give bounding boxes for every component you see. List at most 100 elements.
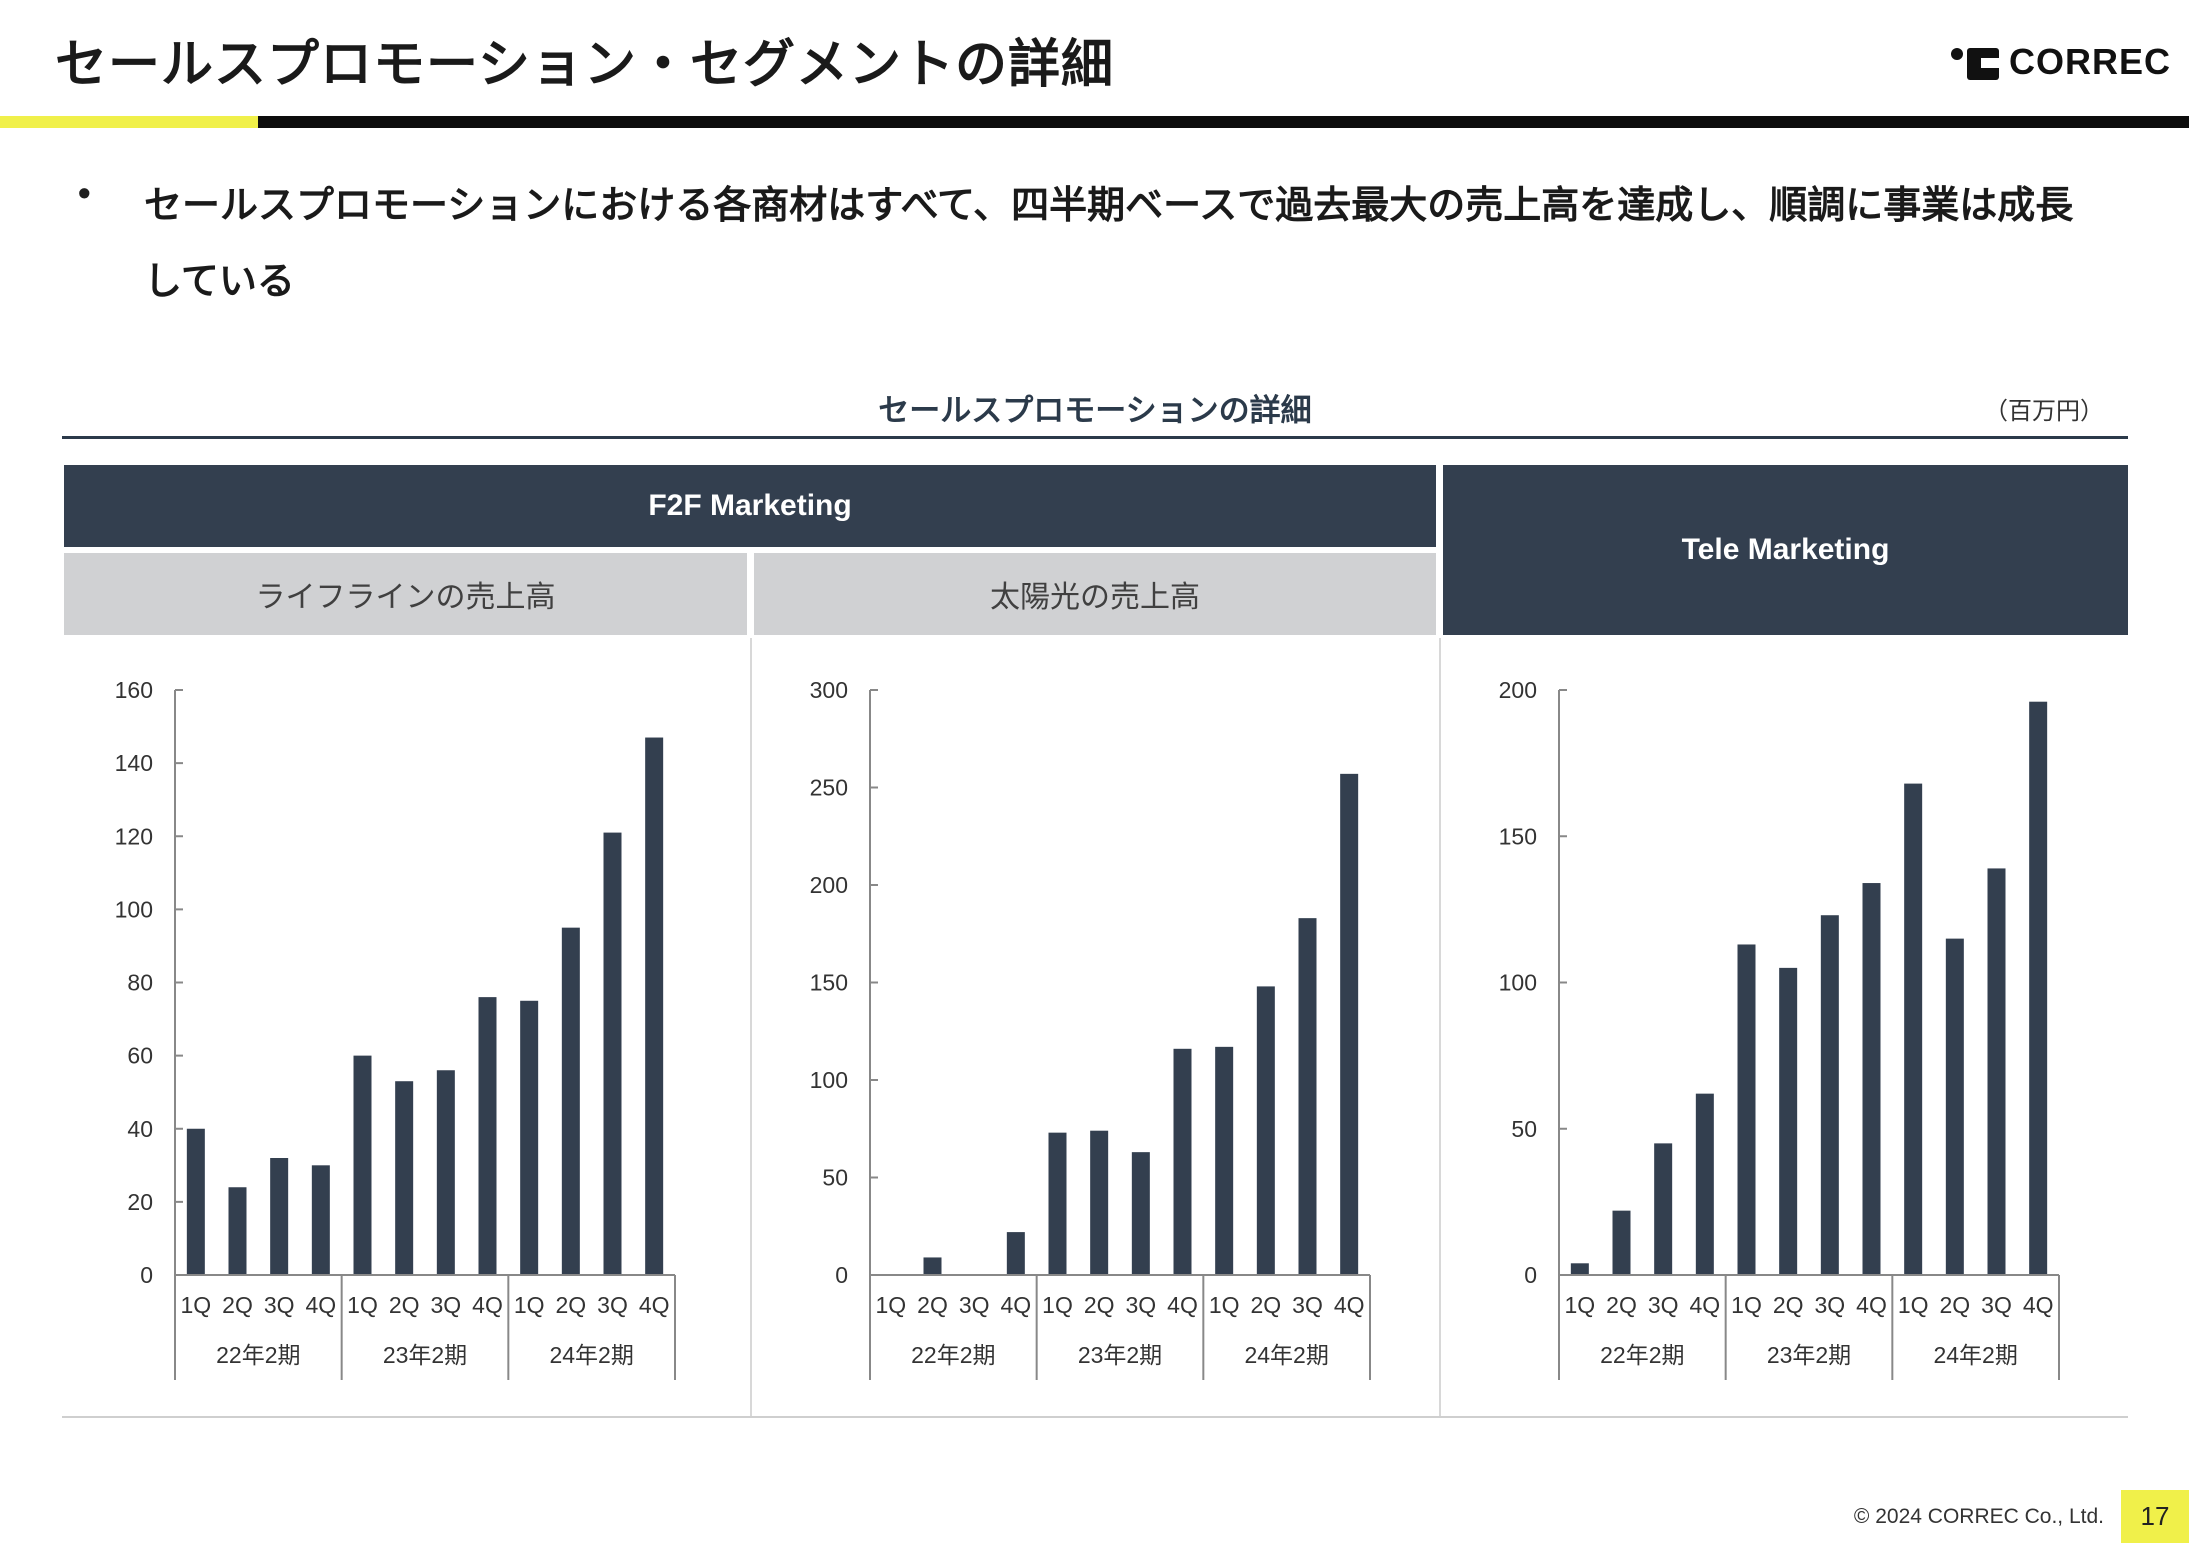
- y-tick-label: 60: [127, 1043, 153, 1069]
- x-tick-label: 3Q: [1814, 1292, 1845, 1318]
- x-tick-label: 2Q: [917, 1292, 948, 1318]
- y-tick-label: 40: [127, 1116, 153, 1142]
- y-tick-label: 140: [115, 750, 153, 776]
- solar-chart: 0 50 100 150 200 250 300 1Q 2Q 3Q 4Q 1Q 2Q 3Q 4Q 1Q 2Q 3Q…: [810, 677, 1371, 1380]
- period-label: 23年2期: [1767, 1342, 1851, 1368]
- bar: [311, 1165, 330, 1275]
- logo-text: CORREC: [2008, 41, 2171, 82]
- y-tick-label: 160: [115, 677, 153, 703]
- bullet-text: セールスプロモーションにおける各商材はすべて、四半期ベースで過去最大の売上高を達…: [144, 185, 2074, 303]
- bar: [1215, 1046, 1234, 1275]
- y-tick-label: 150: [810, 970, 848, 996]
- x-tick-label: 4Q: [305, 1292, 336, 1318]
- bar: [1570, 1263, 1589, 1275]
- x-tick-label: 1Q: [347, 1292, 378, 1318]
- x-tick-label: 2Q: [222, 1292, 253, 1318]
- bar: [1006, 1232, 1025, 1275]
- period-label: 24年2期: [1933, 1342, 2017, 1368]
- page-number: 17: [2121, 1490, 2189, 1543]
- y-tick-label: 120: [115, 823, 153, 849]
- y-tick-label: 50: [822, 1165, 848, 1191]
- x-tick-label: 2Q: [1606, 1292, 1637, 1318]
- period-label: 22年2期: [216, 1342, 300, 1368]
- x-tick-label: 4Q: [1689, 1292, 1720, 1318]
- y-tick-label: 150: [1499, 823, 1537, 849]
- bottom-rule: [62, 1416, 2128, 1418]
- x-tick-label: 1Q: [1209, 1292, 1240, 1318]
- x-tick-label: 3Q: [1125, 1292, 1156, 1318]
- x-tick-label: 4Q: [1000, 1292, 1031, 1318]
- bar: [561, 927, 580, 1275]
- bar: [1298, 918, 1317, 1275]
- y-tick-label: 300: [810, 677, 848, 703]
- section-title: セールスプロモーションの詳細: [878, 393, 1312, 428]
- y-tick-label: 200: [1499, 677, 1537, 703]
- bar: [1945, 938, 1964, 1275]
- bar: [1256, 986, 1275, 1275]
- bar: [1090, 1130, 1109, 1275]
- section-rule: [62, 436, 2128, 439]
- bar: [1987, 868, 2006, 1275]
- bar: [1862, 883, 1881, 1275]
- bar: [1904, 783, 1923, 1275]
- bullet-marker: •: [78, 172, 91, 213]
- period-label: 24年2期: [549, 1342, 633, 1368]
- y-tick-label: 0: [835, 1262, 848, 1288]
- period-label: 22年2期: [911, 1342, 995, 1368]
- bar: [353, 1055, 372, 1275]
- x-tick-label: 2Q: [389, 1292, 420, 1318]
- lifeline-header: ライフラインの売上高: [64, 553, 747, 635]
- bar: [1612, 1210, 1631, 1275]
- x-tick-label: 4Q: [1856, 1292, 1887, 1318]
- bar: [1173, 1048, 1192, 1275]
- x-tick-label: 1Q: [514, 1292, 545, 1318]
- x-tick-label: 4Q: [1167, 1292, 1198, 1318]
- x-tick-label: 2Q: [1939, 1292, 1970, 1318]
- bar: [2029, 701, 2048, 1275]
- bar: [520, 1000, 539, 1275]
- copyright: © 2024 CORREC Co., Ltd.: [1853, 1505, 2104, 1528]
- header-accent-yellow: [0, 116, 258, 128]
- x-tick-label: 1Q: [1731, 1292, 1762, 1318]
- x-tick-label: 4Q: [639, 1292, 670, 1318]
- y-tick-label: 80: [127, 970, 153, 996]
- x-tick-label: 1Q: [1898, 1292, 1929, 1318]
- x-tick-label: 1Q: [875, 1292, 906, 1318]
- solar-header: 太陽光の売上高: [754, 553, 1436, 635]
- bar: [1654, 1143, 1673, 1275]
- bar: [1695, 1093, 1714, 1275]
- unit-label: （百万円）: [1984, 398, 2104, 425]
- page-title: セールスプロモーション・セグメントの詳細: [55, 36, 1114, 94]
- logo: CORREC: [1950, 41, 2171, 82]
- tele-header: Tele Marketing: [1443, 465, 2128, 635]
- bar: [478, 997, 497, 1275]
- y-tick-label: 250: [810, 775, 848, 801]
- y-tick-label: 20: [127, 1189, 153, 1215]
- bar: [228, 1187, 247, 1275]
- bar: [1820, 915, 1839, 1275]
- period-label: 23年2期: [383, 1342, 467, 1368]
- correc-logo-icon: [1950, 44, 1999, 80]
- bar: [436, 1070, 455, 1275]
- x-tick-label: 3Q: [959, 1292, 990, 1318]
- bar: [186, 1128, 205, 1275]
- bar: [1048, 1132, 1067, 1275]
- y-tick-label: 0: [1524, 1262, 1537, 1288]
- x-tick-label: 3Q: [597, 1292, 628, 1318]
- y-tick-label: 200: [810, 872, 848, 898]
- x-tick-label: 2Q: [1084, 1292, 1115, 1318]
- bar: [1779, 967, 1798, 1275]
- x-tick-label: 1Q: [1564, 1292, 1595, 1318]
- bar: [1340, 773, 1359, 1275]
- y-tick-label: 50: [1511, 1116, 1537, 1142]
- x-tick-label: 2Q: [1773, 1292, 1804, 1318]
- bar: [395, 1081, 414, 1275]
- y-tick-label: 100: [810, 1067, 848, 1093]
- x-tick-label: 4Q: [2023, 1292, 2054, 1318]
- period-label: 22年2期: [1600, 1342, 1684, 1368]
- y-tick-label: 0: [140, 1262, 153, 1288]
- y-tick-label: 100: [115, 896, 153, 922]
- x-tick-label: 2Q: [1250, 1292, 1281, 1318]
